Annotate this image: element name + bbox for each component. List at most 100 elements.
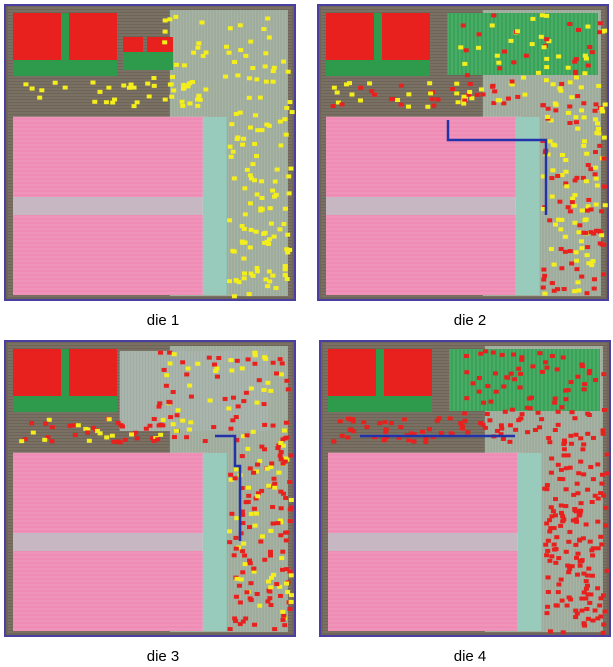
cell: [571, 493, 576, 497]
cell: [566, 453, 571, 457]
cell: [290, 110, 295, 114]
cell: [579, 275, 584, 279]
cell: [570, 200, 575, 204]
cell: [266, 580, 271, 584]
cell: [158, 351, 163, 355]
cell: [211, 425, 216, 429]
cell: [234, 595, 239, 599]
cell: [272, 195, 277, 199]
macro-red: [13, 349, 63, 396]
cell: [502, 50, 507, 54]
cell: [236, 404, 241, 408]
cell: [481, 92, 486, 96]
cell: [605, 452, 610, 456]
cell: [552, 526, 557, 530]
cell: [603, 102, 608, 106]
cell: [506, 97, 511, 101]
cell: [567, 104, 572, 108]
cell: [231, 396, 236, 400]
cell: [254, 401, 259, 405]
cell: [553, 561, 558, 565]
cell: [570, 197, 575, 201]
cell: [461, 23, 466, 27]
cell: [286, 174, 291, 178]
macro-green: [326, 60, 430, 76]
macro-green: [374, 13, 382, 60]
cell: [545, 366, 550, 370]
cell: [528, 406, 533, 410]
cell: [556, 582, 561, 586]
cell: [289, 573, 294, 577]
cell: [584, 291, 589, 295]
cell: [560, 477, 565, 481]
cell: [509, 372, 514, 376]
cell: [279, 556, 284, 560]
macro-green: [61, 349, 69, 396]
cell: [168, 415, 173, 419]
cell: [596, 127, 601, 131]
cell: [485, 384, 490, 388]
cell: [575, 375, 580, 379]
cell: [554, 603, 559, 607]
cell: [406, 105, 411, 109]
cell: [513, 428, 518, 432]
cell: [270, 274, 275, 278]
cell: [605, 471, 610, 475]
macro-green: [61, 13, 69, 60]
cell: [589, 548, 594, 552]
cell: [549, 471, 554, 475]
cell: [550, 195, 555, 199]
cell: [593, 166, 598, 170]
cell: [595, 520, 600, 524]
cell: [232, 60, 237, 64]
cell: [158, 433, 163, 437]
cell: [250, 162, 255, 166]
cell: [560, 153, 565, 157]
cell: [462, 411, 467, 415]
cell: [238, 23, 243, 27]
cell: [238, 48, 243, 52]
cell: [249, 176, 254, 180]
cell: [267, 269, 272, 273]
cell: [270, 80, 275, 84]
cell: [262, 402, 267, 406]
cell: [556, 218, 561, 222]
cell: [601, 428, 606, 432]
cell: [564, 550, 569, 554]
cell: [286, 387, 291, 391]
cell: [543, 543, 548, 547]
macro-green: [123, 52, 173, 70]
cell: [580, 364, 585, 368]
cell: [579, 108, 584, 112]
cell: [598, 614, 603, 618]
cell: [271, 361, 276, 365]
cell: [287, 480, 292, 484]
cell: [584, 607, 589, 611]
cell: [280, 361, 285, 365]
cell: [340, 102, 345, 106]
cell: [591, 436, 596, 440]
cell: [135, 436, 140, 440]
cell: [592, 277, 597, 281]
cell: [199, 20, 204, 24]
cell: [552, 548, 557, 552]
cell: [268, 550, 273, 554]
cell: [507, 440, 512, 444]
cell: [406, 92, 411, 96]
cell: [437, 416, 442, 420]
cell: [171, 88, 176, 92]
cell: [537, 425, 542, 429]
cell: [545, 605, 550, 609]
cell: [436, 97, 441, 101]
cell: [579, 85, 584, 89]
cell: [271, 522, 276, 526]
cell: [579, 597, 584, 601]
cell: [582, 218, 587, 222]
cell: [595, 183, 600, 187]
cell: [191, 51, 196, 55]
cell: [104, 100, 109, 104]
cell: [272, 235, 277, 239]
cell: [582, 382, 587, 386]
cell: [515, 95, 520, 99]
cell: [584, 522, 589, 526]
